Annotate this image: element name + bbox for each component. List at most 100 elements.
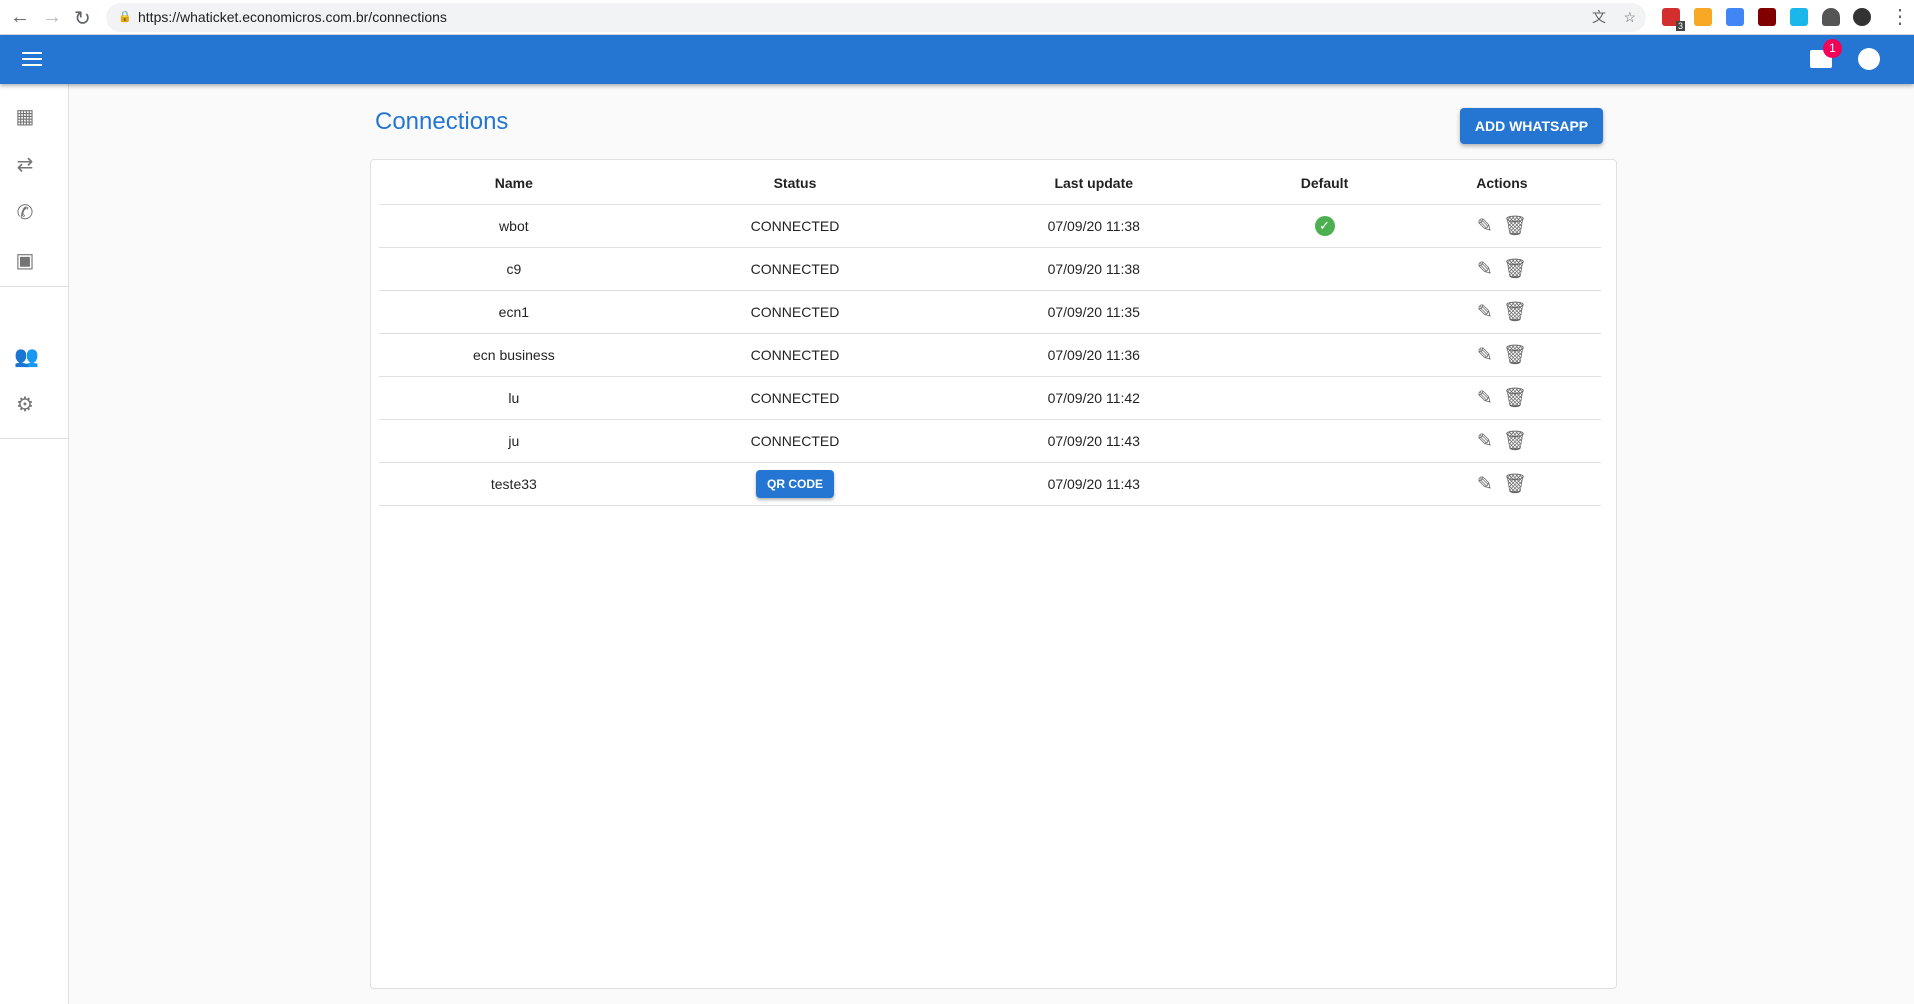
edit-pencil-icon[interactable]: ✎ [1476, 430, 1493, 452]
status-text: CONNECTED [750, 303, 840, 320]
divider [0, 438, 68, 439]
connection-name: ecn1 [379, 290, 649, 334]
default-cell [1246, 290, 1403, 334]
default-cell [1246, 419, 1403, 463]
last-update: 07/09/20 11:36 [941, 333, 1247, 377]
default-check-icon: ✓ [1314, 215, 1335, 236]
qr-code-button[interactable]: QR CODE [755, 469, 834, 498]
status-cell: QR CODE [648, 462, 942, 506]
back-icon[interactable]: ← [10, 6, 30, 28]
table-row: lu CONNECTED 07/09/20 11:42 ✎ 🗑 [379, 376, 1601, 420]
last-update: 07/09/20 11:38 [941, 247, 1247, 291]
default-cell: ✓ [1246, 204, 1403, 248]
table-row: ju CONNECTED 07/09/20 11:43 ✎ 🗑 [379, 419, 1601, 463]
add-whatsapp-button[interactable]: ADD WHATSAPP [1460, 108, 1603, 144]
header-actions: Actions [1402, 162, 1601, 205]
header-default: Default [1246, 162, 1403, 205]
actions-cell: ✎ 🗑 [1402, 204, 1601, 248]
whatsapp-icon[interactable]: ✆ [16, 202, 34, 224]
status-text: CONNECTED [750, 260, 840, 277]
ublock-icon[interactable] [1758, 8, 1776, 26]
actions-cell: ✎ 🗑 [1402, 247, 1601, 291]
delete-trash-icon[interactable]: 🗑 [1502, 215, 1527, 237]
edit-pencil-icon[interactable]: ✎ [1476, 387, 1493, 409]
tickets-swap-icon[interactable]: ⇄ [16, 154, 34, 176]
last-update: 07/09/20 11:43 [941, 419, 1247, 463]
star-icon[interactable]: ☆ [1623, 9, 1636, 25]
browser-toolbar: ← → ↻ 🔒 https://whaticket.economicros.co… [0, 0, 1914, 35]
delete-trash-icon[interactable]: 🗑 [1502, 344, 1527, 366]
url-text: https://whaticket.economicros.com.br/con… [138, 9, 447, 25]
vimeo-icon[interactable] [1790, 8, 1808, 26]
dashboard-icon[interactable]: ▦ [15, 106, 35, 128]
table-row: wbot CONNECTED 07/09/20 11:38 ✓ ✎ 🗑 [379, 204, 1601, 248]
table-row: teste33 QR CODE 07/09/20 11:43 ✎ 🗑 [379, 462, 1601, 506]
edit-pencil-icon[interactable]: ✎ [1476, 301, 1493, 323]
edit-pencil-icon[interactable]: ✎ [1476, 258, 1493, 280]
delete-trash-icon[interactable]: 🗑 [1502, 301, 1527, 323]
table-row: c9 CONNECTED 07/09/20 11:38 ✎ 🗑 [379, 247, 1601, 291]
last-update: 07/09/20 11:38 [941, 204, 1247, 248]
delete-trash-icon[interactable]: 🗑 [1502, 430, 1527, 452]
address-bar[interactable]: 🔒 https://whaticket.economicros.com.br/c… [106, 3, 1646, 32]
status-cell: CONNECTED [648, 419, 942, 463]
edit-pencil-icon[interactable]: ✎ [1476, 344, 1493, 366]
table-row: ecn1 CONNECTED 07/09/20 11:35 ✎ 🗑 [379, 290, 1601, 334]
connections-table: Name Status Last update Default Actions … [379, 162, 1601, 506]
status-text: CONNECTED [750, 432, 840, 449]
status-text: CONNECTED [750, 346, 840, 363]
connection-name: lu [379, 376, 649, 420]
last-update: 07/09/20 11:43 [941, 462, 1247, 506]
extension-lastpass-icon[interactable]: 3 [1662, 8, 1685, 31]
lock-icon: 🔒 [118, 11, 132, 23]
users-icon[interactable]: 👥 [14, 346, 39, 368]
actions-cell: ✎ 🗑 [1402, 462, 1601, 506]
actions-cell: ✎ 🗑 [1402, 419, 1601, 463]
connection-name: c9 [379, 247, 649, 291]
actions-cell: ✎ 🗑 [1402, 333, 1601, 377]
status-cell: CONNECTED [648, 247, 942, 291]
status-text: CONNECTED [750, 389, 840, 406]
settings-gear-icon[interactable]: ⚙ [16, 394, 34, 416]
menu-kebab-icon[interactable]: ⋮ [1890, 6, 1910, 28]
header-last-update: Last update [941, 162, 1247, 205]
status-cell: CONNECTED [648, 204, 942, 248]
status-text: CONNECTED [750, 217, 840, 234]
header-status: Status [648, 162, 942, 205]
page-title: Connections [375, 108, 509, 135]
connections-table-container: Name Status Last update Default Actions … [370, 159, 1617, 989]
status-cell: CONNECTED [648, 333, 942, 377]
account-circle-icon[interactable] [1858, 48, 1880, 70]
default-cell [1246, 462, 1403, 506]
connection-name: wbot [379, 204, 649, 248]
extensions-puzzle-icon[interactable] [1822, 8, 1840, 26]
delete-trash-icon[interactable]: 🗑 [1502, 387, 1527, 409]
default-cell [1246, 247, 1403, 291]
connection-name: ju [379, 419, 649, 463]
menu-icon[interactable] [22, 52, 42, 66]
actions-cell: ✎ 🗑 [1402, 290, 1601, 334]
rss-icon[interactable] [1694, 8, 1712, 26]
app-bar: 1 [0, 35, 1914, 84]
delete-trash-icon[interactable]: 🗑 [1502, 258, 1527, 280]
delete-trash-icon[interactable]: 🗑 [1502, 473, 1527, 495]
edit-pencil-icon[interactable]: ✎ [1476, 215, 1493, 237]
contacts-icon[interactable]: ▣ [15, 250, 35, 272]
last-update: 07/09/20 11:42 [941, 376, 1247, 420]
connection-name: teste33 [379, 462, 649, 506]
sidebar: ▦ ⇄ ✆ ▣ 👥 ⚙ [0, 84, 69, 1004]
notification-badge: 1 [1823, 39, 1842, 58]
forward-icon[interactable]: → [42, 6, 62, 28]
table-row: ecn business CONNECTED 07/09/20 11:36 ✎ 🗑 [379, 333, 1601, 377]
google-translate-icon[interactable] [1726, 8, 1744, 26]
status-cell: CONNECTED [648, 376, 942, 420]
reload-icon[interactable]: ↻ [74, 8, 91, 30]
translate-icon[interactable]: 文 [1592, 9, 1606, 25]
edit-pencil-icon[interactable]: ✎ [1476, 473, 1493, 495]
actions-cell: ✎ 🗑 [1402, 376, 1601, 420]
connection-name: ecn business [379, 333, 649, 377]
last-update: 07/09/20 11:35 [941, 290, 1247, 334]
status-cell: CONNECTED [648, 290, 942, 334]
profile-avatar[interactable] [1853, 8, 1871, 26]
default-cell [1246, 376, 1403, 420]
